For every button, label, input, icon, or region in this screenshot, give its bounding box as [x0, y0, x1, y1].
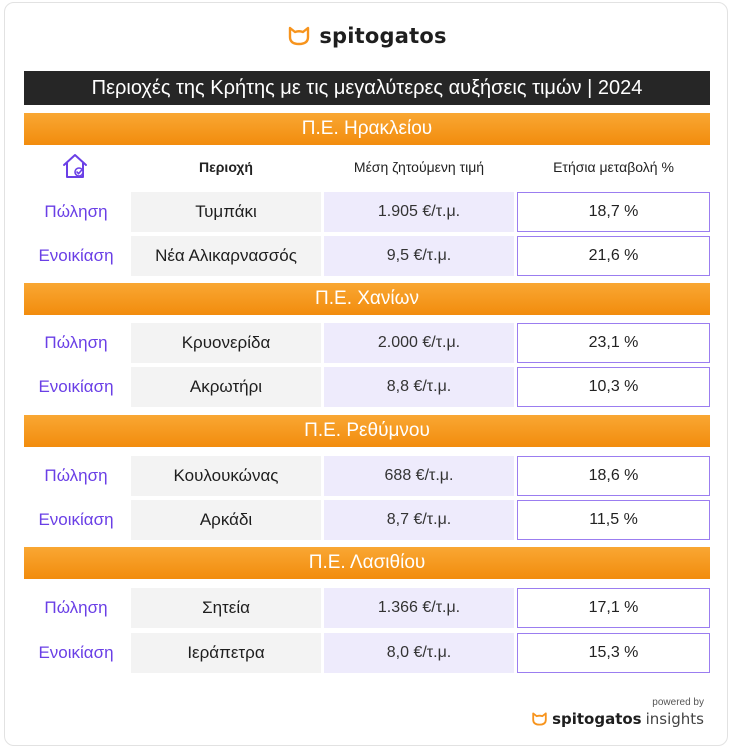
row-type: Πώληση: [44, 598, 108, 617]
brand-name: spitogatos: [319, 24, 447, 48]
header-change: Ετήσια μεταβολή %: [553, 159, 674, 175]
row-type: Πώληση: [44, 466, 108, 485]
row-type: Ενοικίαση: [38, 377, 114, 396]
row-price: 8,8 €/τ.μ.: [324, 367, 514, 407]
row-area: Κουλουκώνας: [131, 456, 321, 496]
house-check-icon: [63, 154, 87, 178]
cat-icon: [289, 26, 310, 46]
row-area: Ακρωτήρι: [131, 367, 321, 407]
row-area: Νέα Αλικαρνασσός: [131, 236, 321, 276]
header-area: Περιοχή: [199, 159, 253, 175]
row-price: 1.905 €/τ.μ.: [324, 192, 514, 232]
region-chania: Π.Ε. Χανίων: [24, 283, 710, 315]
row-change: 11,5 %: [517, 500, 710, 540]
row-price: 9,5 €/τ.μ.: [324, 236, 514, 276]
row-change: 18,7 %: [517, 192, 710, 232]
region-lasithi: Π.Ε. Λασιθίου: [24, 547, 710, 579]
row-type: Ενοικίαση: [38, 246, 114, 265]
region-heraklion: Π.Ε. Ηρακλείου: [24, 113, 710, 145]
row-area: Σητεία: [131, 588, 321, 628]
row-type: Πώληση: [44, 202, 108, 221]
footer-suffix: insights: [645, 710, 704, 728]
row-change: 18,6 %: [517, 456, 710, 496]
row-area: Αρκάδι: [131, 500, 321, 540]
row-change: 15,3 %: [517, 633, 710, 673]
row-price: 2.000 €/τ.μ.: [324, 323, 514, 363]
footer-brand: spitogatos: [552, 710, 642, 728]
row-change: 23,1 %: [517, 323, 710, 363]
page-title: Περιοχές της Κρήτης με τις μεγαλύτερες α…: [24, 71, 710, 105]
row-type: Ενοικίαση: [38, 510, 114, 529]
footer-branding: powered by spitogatos insights: [531, 697, 704, 728]
region-rethymno: Π.Ε. Ρεθύμνου: [24, 415, 710, 447]
header-price: Μέση ζητούμενη τιμή: [353, 159, 485, 175]
row-area: Ιεράπετρα: [131, 633, 321, 673]
row-change: 21,6 %: [517, 236, 710, 276]
footer-logo: spitogatos insights: [531, 710, 704, 728]
row-area: Κρυονερίδα: [131, 323, 321, 363]
row-price: 1.366 €/τ.μ.: [324, 588, 514, 628]
row-price: 8,0 €/τ.μ.: [324, 633, 514, 673]
row-price: 688 €/τ.μ.: [324, 456, 514, 496]
row-change: 10,3 %: [517, 367, 710, 407]
row-type: Ενοικίαση: [38, 643, 114, 662]
row-type: Πώληση: [44, 333, 108, 352]
brand-logo: spitogatos: [0, 24, 734, 48]
row-price: 8,7 €/τ.μ.: [324, 500, 514, 540]
row-change: 17,1 %: [517, 588, 710, 628]
cat-icon: [532, 712, 547, 726]
row-area: Τυμπάκι: [131, 192, 321, 232]
powered-by-text: powered by: [652, 697, 704, 708]
